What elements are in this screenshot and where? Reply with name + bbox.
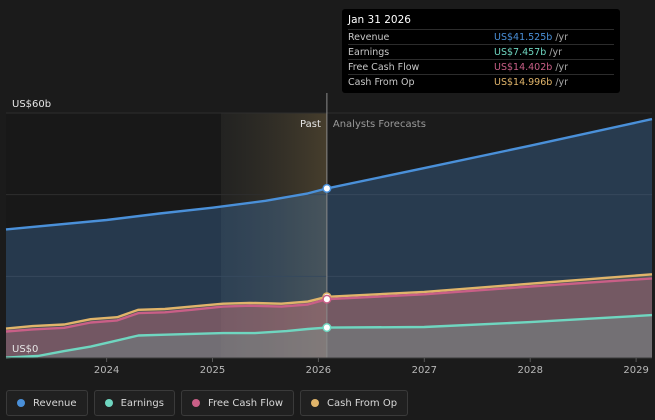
tooltip-row-revenue: Revenue US$41.525b /yr	[348, 29, 614, 44]
legend-dot-icon	[104, 399, 113, 407]
legend-item-earnings[interactable]: Earnings	[93, 390, 175, 416]
tooltip-label: Earnings	[348, 46, 390, 58]
past-shade	[220, 113, 327, 358]
legend-item-cash-from-op[interactable]: Cash From Op	[300, 390, 409, 416]
tooltip-unit: /yr	[555, 31, 569, 43]
tooltip-unit: /yr	[555, 61, 569, 73]
legend-label: Earnings	[120, 397, 164, 409]
series-area-revenue	[6, 119, 652, 358]
tooltip-value: US$14.402b	[494, 61, 553, 73]
y-axis-top-label: US$60b	[12, 99, 51, 110]
series-line-free-cash-flow	[5, 277, 653, 333]
marker-revenue	[322, 183, 332, 193]
legend: Revenue Earnings Free Cash Flow Cash Fro…	[6, 390, 409, 416]
tooltip-label: Free Cash Flow	[348, 61, 420, 73]
legend-label: Cash From Op	[327, 397, 398, 409]
tooltip-unit: /yr	[555, 76, 569, 88]
legend-item-free-cash-flow[interactable]: Free Cash Flow	[180, 390, 295, 416]
legend-dot-icon	[311, 399, 320, 407]
marker-earnings	[322, 323, 332, 333]
legend-label: Revenue	[33, 397, 77, 409]
legend-dot-icon	[17, 399, 25, 407]
legend-item-revenue[interactable]: Revenue	[6, 390, 88, 416]
tooltip: Jan 31 2026 Revenue US$41.525b /yr Earni…	[342, 9, 620, 93]
legend-label: Free Cash Flow	[207, 397, 284, 409]
tooltip-row-earnings: Earnings US$7.457b /yr	[348, 44, 614, 59]
forecast-label: Analysts Forecasts	[333, 119, 426, 130]
x-tick-label: 2028	[517, 365, 542, 376]
tooltip-date: Jan 31 2026	[348, 14, 411, 26]
x-tick-label: 2026	[306, 365, 331, 376]
tooltip-value: US$14.996b	[494, 76, 553, 88]
series-area-earnings	[6, 315, 652, 358]
x-tick-label: 2029	[623, 365, 648, 376]
x-tick-label: 2024	[94, 365, 119, 376]
tooltip-value: US$7.457b	[494, 46, 547, 58]
series-line-revenue	[5, 117, 653, 231]
series-line-earnings	[5, 313, 653, 359]
x-tick-label: 2027	[412, 365, 437, 376]
tooltip-label: Revenue	[348, 31, 390, 43]
tooltip-unit: /yr	[549, 46, 562, 58]
past-label: Past	[300, 119, 321, 130]
series-line-cash-from-op	[5, 273, 653, 330]
series-area-free-cash-flow	[6, 278, 652, 358]
legend-dot-icon	[191, 399, 200, 407]
marker-free-cash-flow	[322, 294, 332, 304]
tooltip-label: Cash From Op	[348, 76, 415, 88]
tooltip-row-cash-from-op: Cash From Op US$14.996b /yr	[348, 74, 614, 89]
y-axis-zero-label: US$0	[12, 344, 38, 355]
x-tick-label: 2025	[200, 365, 225, 376]
tooltip-row-free-cash-flow: Free Cash Flow US$14.402b /yr	[348, 59, 614, 74]
series-area-cash-from-op	[6, 274, 652, 358]
tooltip-value: US$41.525b	[494, 31, 553, 43]
